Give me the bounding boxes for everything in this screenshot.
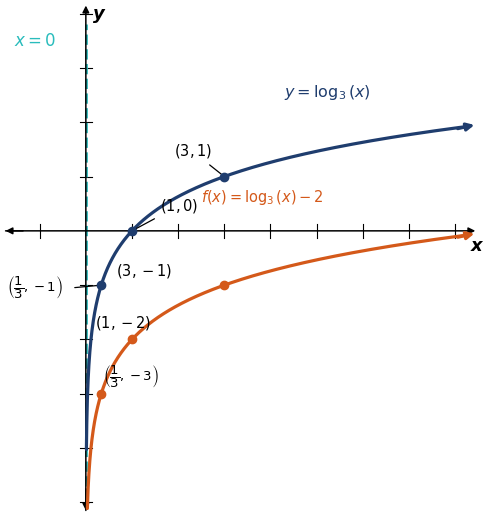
Text: $y = \log_3(x)$: $y = \log_3(x)$	[284, 83, 371, 102]
Text: $(1, -2)$: $(1, -2)$	[95, 314, 151, 332]
Text: $\left(\dfrac{1}{3}, -1\right)$: $\left(\dfrac{1}{3}, -1\right)$	[7, 275, 63, 301]
Text: $x = 0$: $x = 0$	[14, 32, 56, 50]
Text: $(3, -1)$: $(3, -1)$	[116, 262, 172, 280]
Text: y: y	[93, 6, 105, 24]
Text: $f(x) = \log_3(x) - 2$: $f(x) = \log_3(x) - 2$	[201, 188, 324, 207]
Text: $(1, 0)$: $(1, 0)$	[134, 197, 198, 230]
Text: $(3, 1)$: $(3, 1)$	[173, 142, 222, 175]
Text: x: x	[471, 237, 483, 255]
Text: $\left(\dfrac{1}{3}, -3\right)$: $\left(\dfrac{1}{3}, -3\right)$	[103, 363, 159, 390]
